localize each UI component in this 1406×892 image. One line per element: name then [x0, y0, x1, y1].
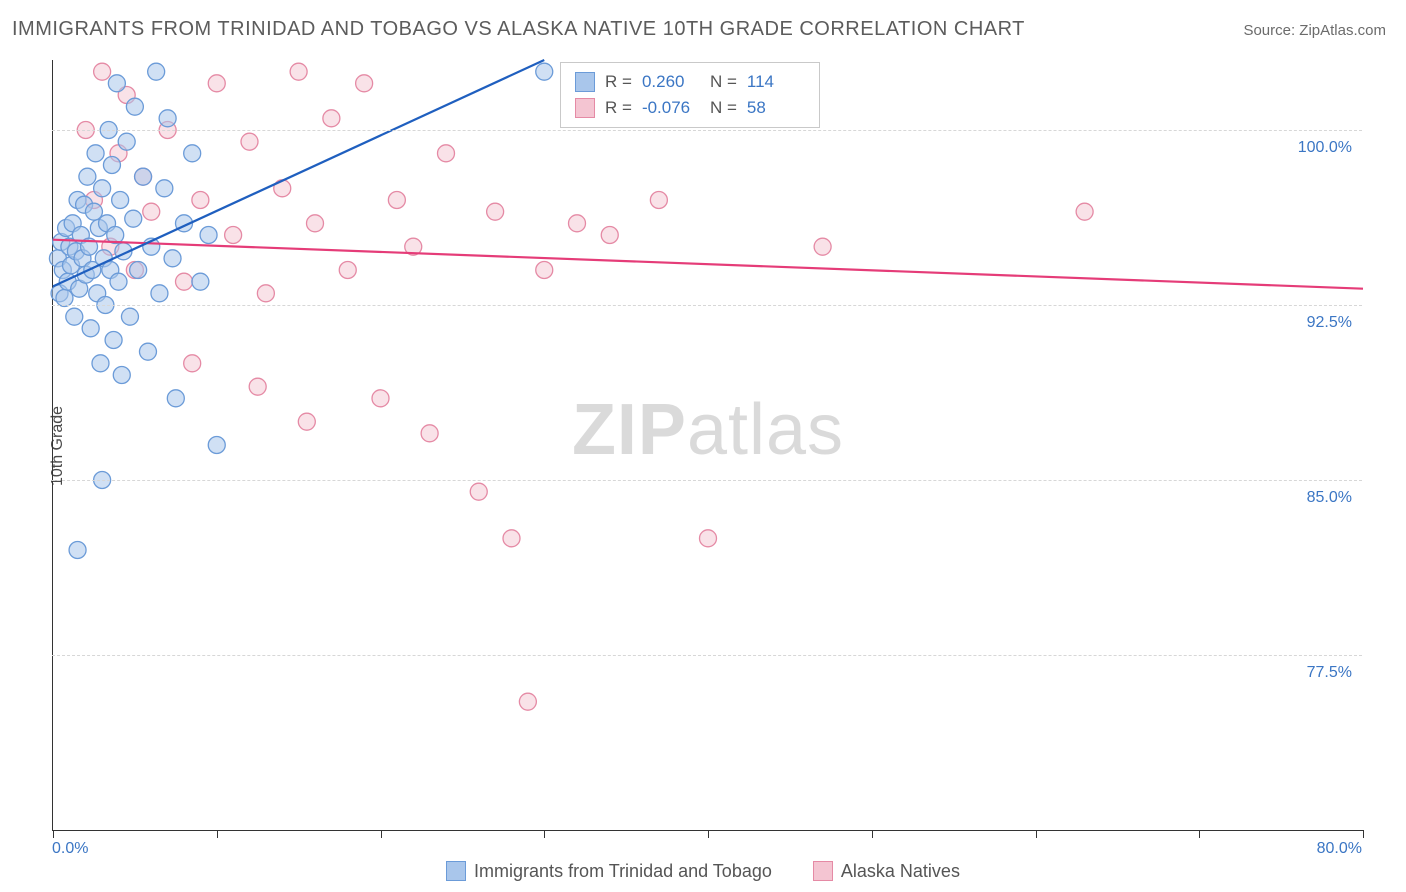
swatch-pink: [813, 861, 833, 881]
n-value-pink: 58: [747, 95, 805, 121]
r-label: R =: [605, 95, 632, 121]
r-value-pink: -0.076: [642, 95, 700, 121]
data-point-blue: [125, 210, 142, 227]
data-point-blue: [85, 203, 102, 220]
data-point-pink: [388, 192, 405, 209]
data-point-blue: [94, 180, 111, 197]
x-max-label: 80.0%: [1317, 840, 1362, 858]
data-point-blue: [536, 63, 553, 80]
n-label: N =: [710, 69, 737, 95]
data-point-blue: [92, 355, 109, 372]
bottom-legend: Immigrants from Trinidad and Tobago Alas…: [0, 861, 1406, 887]
chart-title: IMMIGRANTS FROM TRINIDAD AND TOBAGO VS A…: [12, 18, 1025, 41]
data-point-blue: [110, 273, 127, 290]
data-point-pink: [438, 145, 455, 162]
data-point-pink: [290, 63, 307, 80]
data-point-pink: [569, 215, 586, 232]
data-point-blue: [156, 180, 173, 197]
data-point-pink: [601, 227, 618, 244]
y-tick-label: 77.5%: [1307, 664, 1352, 682]
trend-line-pink: [53, 240, 1363, 289]
legend-item-pink: Alaska Natives: [813, 861, 960, 882]
data-point-pink: [241, 133, 258, 150]
data-point-pink: [249, 378, 266, 395]
data-point-pink: [143, 203, 160, 220]
data-point-blue: [103, 157, 120, 174]
data-point-blue: [148, 63, 165, 80]
data-point-pink: [503, 530, 520, 547]
data-point-pink: [323, 110, 340, 127]
data-point-blue: [208, 437, 225, 454]
data-point-blue: [87, 145, 104, 162]
legend-row-blue: R = 0.260 N = 114: [575, 69, 805, 95]
data-point-blue: [167, 390, 184, 407]
data-point-blue: [118, 133, 135, 150]
data-point-pink: [192, 192, 209, 209]
legend-row-pink: R = -0.076 N = 58: [575, 95, 805, 121]
data-point-blue: [82, 320, 99, 337]
source-label: Source: ZipAtlas.com: [1243, 22, 1386, 39]
data-point-blue: [113, 367, 130, 384]
data-point-blue: [108, 75, 125, 92]
data-point-pink: [1076, 203, 1093, 220]
legend-item-blue: Immigrants from Trinidad and Tobago: [446, 861, 772, 882]
data-point-pink: [225, 227, 242, 244]
data-point-blue: [184, 145, 201, 162]
chart-container: { "title": "IMMIGRANTS FROM TRINIDAD AND…: [0, 0, 1406, 892]
y-tick-label: 85.0%: [1307, 489, 1352, 507]
data-point-pink: [421, 425, 438, 442]
data-point-blue: [66, 308, 83, 325]
y-tick-label: 92.5%: [1307, 314, 1352, 332]
data-point-blue: [112, 192, 129, 209]
swatch-pink: [575, 98, 595, 118]
data-point-pink: [208, 75, 225, 92]
data-point-pink: [372, 390, 389, 407]
data-point-blue: [69, 542, 86, 559]
r-value-blue: 0.260: [642, 69, 700, 95]
data-point-pink: [814, 238, 831, 255]
data-point-pink: [176, 273, 193, 290]
n-label: N =: [710, 95, 737, 121]
n-value-blue: 114: [747, 69, 805, 95]
data-point-pink: [94, 63, 111, 80]
data-point-blue: [151, 285, 168, 302]
data-point-pink: [307, 215, 324, 232]
data-point-blue: [79, 168, 96, 185]
data-point-blue: [56, 290, 73, 307]
data-point-blue: [139, 343, 156, 360]
data-point-pink: [257, 285, 274, 302]
data-point-pink: [519, 693, 536, 710]
series-label-pink: Alaska Natives: [841, 861, 960, 882]
plot-svg: [53, 60, 1363, 830]
data-point-pink: [536, 262, 553, 279]
plot-area: ZIPatlas: [52, 60, 1363, 831]
data-point-blue: [164, 250, 181, 267]
data-point-pink: [184, 355, 201, 372]
swatch-blue: [575, 72, 595, 92]
data-point-pink: [339, 262, 356, 279]
data-point-pink: [356, 75, 373, 92]
data-point-blue: [192, 273, 209, 290]
data-point-blue: [126, 98, 143, 115]
data-point-blue: [135, 168, 152, 185]
series-label-blue: Immigrants from Trinidad and Tobago: [474, 861, 772, 882]
y-tick-label: 100.0%: [1298, 139, 1352, 157]
data-point-pink: [650, 192, 667, 209]
data-point-pink: [470, 483, 487, 500]
data-point-blue: [200, 227, 217, 244]
data-point-blue: [105, 332, 122, 349]
stats-legend: R = 0.260 N = 114 R = -0.076 N = 58: [560, 62, 820, 128]
data-point-pink: [700, 530, 717, 547]
data-point-pink: [487, 203, 504, 220]
data-point-blue: [130, 262, 147, 279]
data-point-blue: [159, 110, 176, 127]
data-point-pink: [298, 413, 315, 430]
data-point-blue: [121, 308, 138, 325]
x-min-label: 0.0%: [52, 840, 88, 858]
r-label: R =: [605, 69, 632, 95]
swatch-blue: [446, 861, 466, 881]
